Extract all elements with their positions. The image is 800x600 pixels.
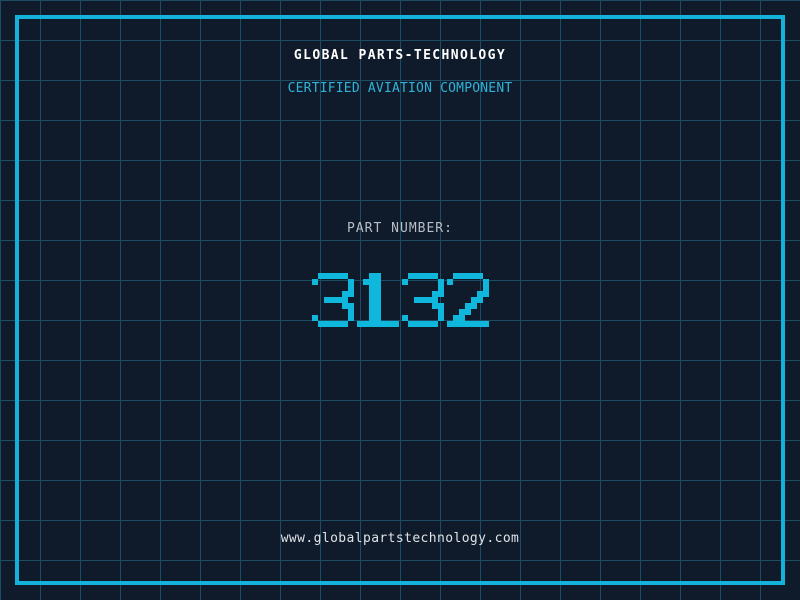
part-number-label: PART NUMBER:: [347, 221, 453, 236]
website-url: www.globalpartstechnology.com: [280, 531, 520, 546]
pixel-digit: [401, 273, 444, 327]
pixel-digit: [446, 273, 489, 327]
part-number-value: [0, 273, 800, 327]
pixel-digit: [356, 273, 399, 327]
certification-subtitle: CERTIFIED AVIATION COMPONENT: [287, 81, 513, 96]
company-title: GLOBAL PARTS-TECHNOLOGY: [293, 48, 507, 63]
pixel-digit: [311, 273, 354, 327]
